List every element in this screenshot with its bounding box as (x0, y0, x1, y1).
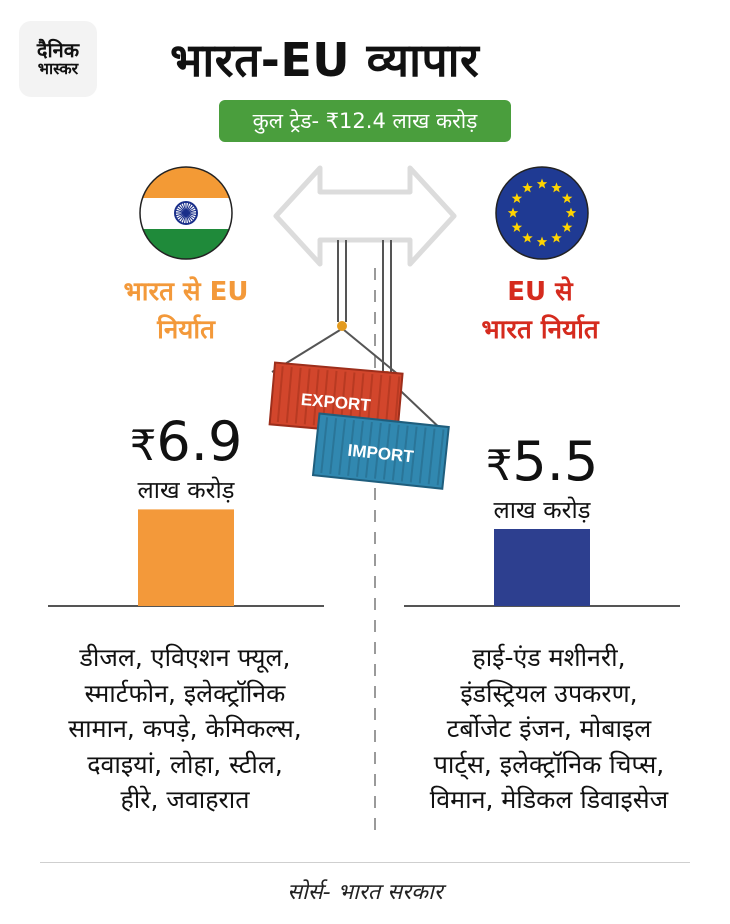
bar-eu-export (494, 529, 590, 606)
source-credit: सोर्स- भारत सरकार (287, 880, 443, 905)
eu-value-unit: लाख करोड़ (493, 496, 591, 524)
eu-product-line: विमान, मेडिकल डिवाइसेज (429, 785, 669, 814)
eu-star-icon (522, 182, 533, 193)
eu-star-icon (551, 232, 562, 243)
india-product-line: हीरे, जवाहरात (120, 785, 250, 814)
crane-hook-icon (337, 321, 347, 331)
eu-star-icon (522, 232, 533, 243)
import-container-icon: IMPORT (311, 412, 450, 490)
eu-star-icon (561, 222, 573, 232)
eu-flag-icon (495, 166, 589, 260)
total-trade-badge: कुल ट्रेड- ₹12.4 लाख करोड़ (219, 100, 511, 142)
eu-star-icon (511, 193, 523, 203)
eu-export-label-line1: EU से (507, 277, 573, 307)
india-flag-icon (139, 166, 233, 260)
eu-currency-symbol: ₹ (485, 441, 513, 490)
bar-india-export (138, 509, 234, 606)
india-product-line: दवाइयां, लोहा, स्टील, (87, 749, 283, 779)
eu-product-line: हाई-एंड मशीनरी, (472, 643, 626, 672)
india-value-unit: लाख करोड़ (137, 476, 235, 505)
india-product-line: स्मार्टफोन, इलेक्ट्रॉनिक (84, 678, 286, 708)
india-value-number: 6.9 (156, 410, 243, 474)
eu-export-label-line2: भारत निर्यात (481, 314, 599, 345)
eu-export-label: EU से भारत निर्यात (440, 274, 640, 349)
logo-line-1: दैनिक (36, 38, 80, 63)
double-arrow-icon (273, 165, 457, 267)
dainik-bhaskar-logo: दैनिक भास्कर (19, 21, 97, 97)
eu-star-icon (536, 178, 548, 189)
eu-products-list: हाई-एंड मशीनरी, इंडस्ट्रियल उपकरण, टर्बो… (384, 640, 714, 818)
india-export-label: भारत से EU निर्यात (88, 274, 284, 349)
eu-product-line: पार्ट्स, इलेक्ट्रॉनिक चिप्स, (433, 749, 665, 779)
eu-product-line: इंडस्ट्रियल उपकरण, (460, 678, 638, 708)
india-export-label-line1: भारत से EU (123, 277, 249, 307)
india-currency-symbol: ₹ (129, 421, 157, 471)
logo-line-2: भास्कर (37, 59, 79, 79)
eu-star-icon (511, 222, 523, 232)
eu-star-icon (561, 193, 573, 203)
india-export-label-line2: निर्यात (157, 314, 215, 345)
page-title: भारत-EU व्यापार (170, 33, 480, 87)
india-products-list: डीजल, एविएशन फ्यूल, स्मार्टफोन, इलेक्ट्र… (20, 640, 350, 818)
footer-divider (40, 862, 690, 863)
eu-product-line: टर्बोजेट इंजन, मोबाइल (446, 714, 652, 743)
eu-value-label: ₹5.5 लाख करोड़ (452, 435, 632, 526)
india-product-line: सामान, कपड़े, केमिकल्स, (68, 714, 302, 743)
eu-star-icon (536, 236, 548, 247)
eu-value-number: 5.5 (512, 430, 599, 493)
india-value-label: ₹6.9 लाख करोड़ (96, 415, 276, 506)
eu-star-icon (507, 207, 519, 218)
india-product-line: डीजल, एविएशन फ्यूल, (79, 643, 291, 672)
eu-star-icon (565, 207, 577, 218)
eu-star-icon (551, 182, 562, 193)
